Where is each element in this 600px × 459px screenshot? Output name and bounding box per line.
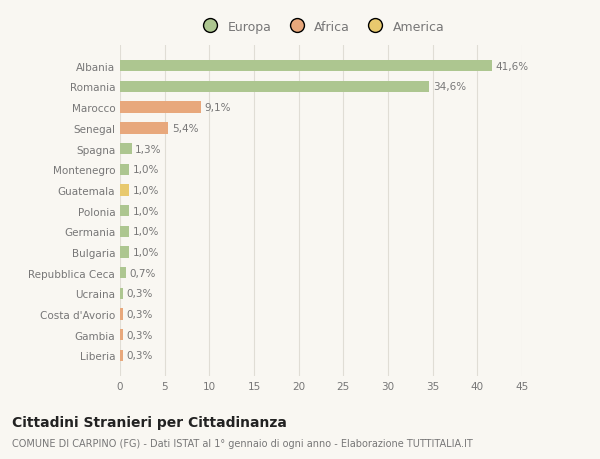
Text: 1,0%: 1,0% bbox=[133, 185, 159, 196]
Bar bbox=[120, 309, 122, 320]
Text: 0,3%: 0,3% bbox=[126, 289, 152, 299]
Bar bbox=[120, 268, 126, 279]
Text: Cittadini Stranieri per Cittadinanza: Cittadini Stranieri per Cittadinanza bbox=[12, 415, 287, 429]
Bar bbox=[120, 164, 129, 175]
Text: 34,6%: 34,6% bbox=[433, 82, 466, 92]
Bar bbox=[120, 82, 429, 93]
Bar bbox=[120, 102, 201, 113]
Bar bbox=[120, 185, 129, 196]
Text: 1,3%: 1,3% bbox=[135, 144, 161, 154]
Bar bbox=[120, 247, 129, 258]
Text: 1,0%: 1,0% bbox=[133, 227, 159, 237]
Bar bbox=[120, 206, 129, 217]
Text: 0,3%: 0,3% bbox=[126, 330, 152, 340]
Text: 9,1%: 9,1% bbox=[205, 103, 232, 113]
Text: 5,4%: 5,4% bbox=[172, 123, 199, 134]
Text: 0,7%: 0,7% bbox=[130, 268, 156, 278]
Bar bbox=[120, 226, 129, 237]
Text: COMUNE DI CARPINO (FG) - Dati ISTAT al 1° gennaio di ogni anno - Elaborazione TU: COMUNE DI CARPINO (FG) - Dati ISTAT al 1… bbox=[12, 438, 473, 448]
Bar bbox=[120, 61, 491, 72]
Text: 0,3%: 0,3% bbox=[126, 309, 152, 319]
Text: 1,0%: 1,0% bbox=[133, 247, 159, 257]
Legend: Europa, Africa, America: Europa, Africa, America bbox=[193, 16, 449, 39]
Bar bbox=[120, 330, 122, 341]
Bar bbox=[120, 123, 168, 134]
Text: 1,0%: 1,0% bbox=[133, 206, 159, 216]
Bar bbox=[120, 288, 122, 299]
Bar bbox=[120, 144, 131, 155]
Text: 0,3%: 0,3% bbox=[126, 351, 152, 361]
Text: 41,6%: 41,6% bbox=[495, 62, 529, 72]
Bar bbox=[120, 350, 122, 361]
Text: 1,0%: 1,0% bbox=[133, 165, 159, 175]
